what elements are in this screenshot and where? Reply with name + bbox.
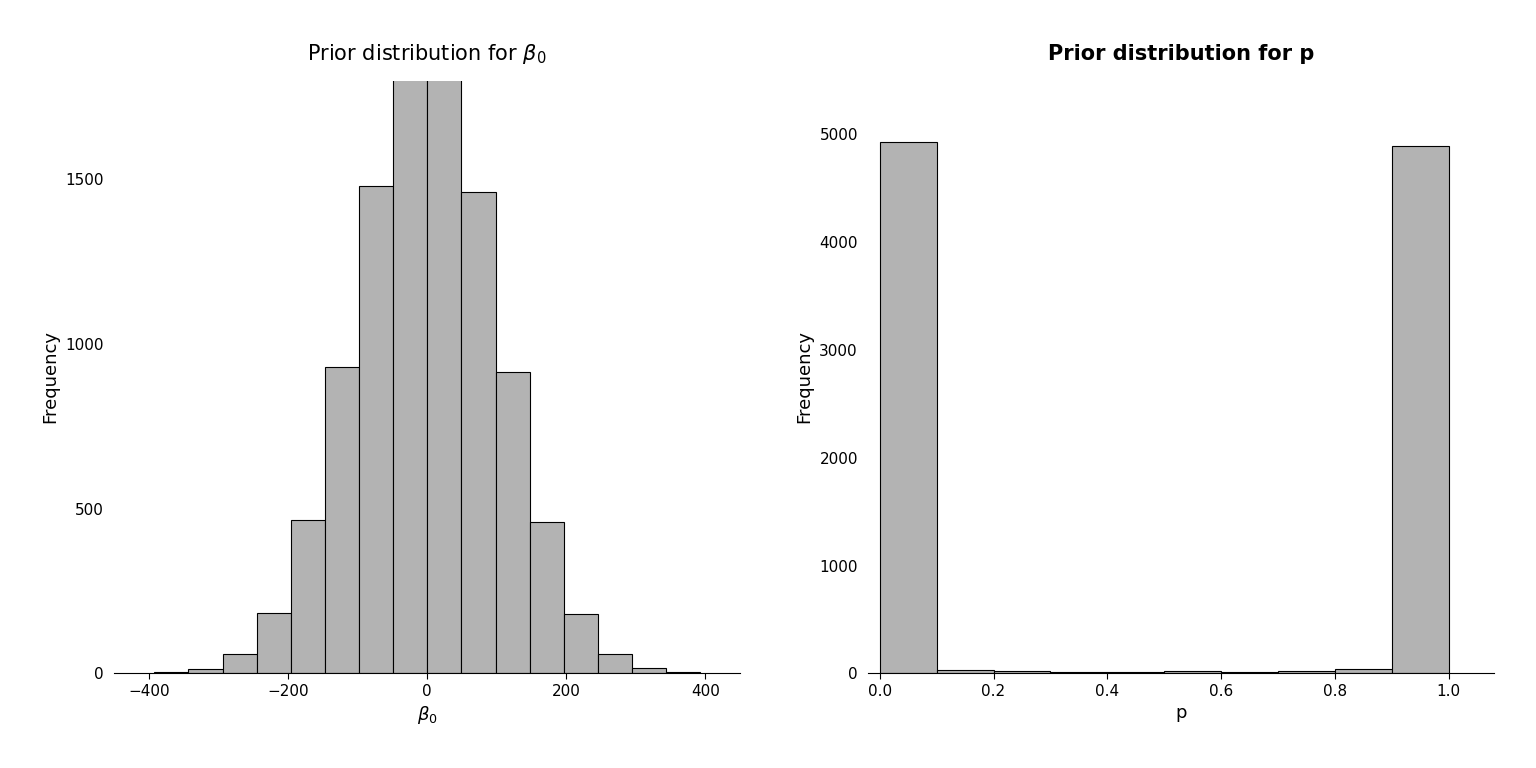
Y-axis label: Frequency: Frequency: [796, 330, 814, 423]
Bar: [427, 51, 461, 674]
Bar: [359, 186, 393, 674]
Bar: [290, 520, 326, 674]
Bar: [461, 192, 496, 674]
Bar: [1221, 672, 1278, 674]
Bar: [154, 672, 189, 674]
Bar: [598, 654, 631, 674]
Bar: [223, 654, 257, 674]
Bar: [496, 372, 530, 674]
Bar: [1278, 671, 1335, 674]
X-axis label: $\beta_0$: $\beta_0$: [416, 704, 438, 727]
Bar: [257, 613, 290, 674]
Bar: [1051, 672, 1107, 674]
Bar: [1164, 671, 1221, 674]
Bar: [189, 670, 223, 674]
Bar: [530, 522, 564, 674]
Bar: [1335, 668, 1392, 674]
Bar: [1392, 146, 1448, 674]
Bar: [631, 668, 667, 674]
Bar: [564, 614, 598, 674]
Bar: [994, 671, 1051, 674]
Bar: [880, 142, 937, 674]
Bar: [937, 670, 994, 674]
Title: Prior distribution for p: Prior distribution for p: [1048, 44, 1315, 64]
Bar: [326, 367, 359, 674]
Bar: [393, 52, 427, 674]
X-axis label: p: p: [1175, 704, 1187, 723]
Bar: [667, 672, 700, 674]
Bar: [1107, 672, 1164, 674]
Y-axis label: Frequency: Frequency: [41, 330, 60, 423]
Title: Prior distribution for $\beta_0$: Prior distribution for $\beta_0$: [307, 41, 547, 66]
